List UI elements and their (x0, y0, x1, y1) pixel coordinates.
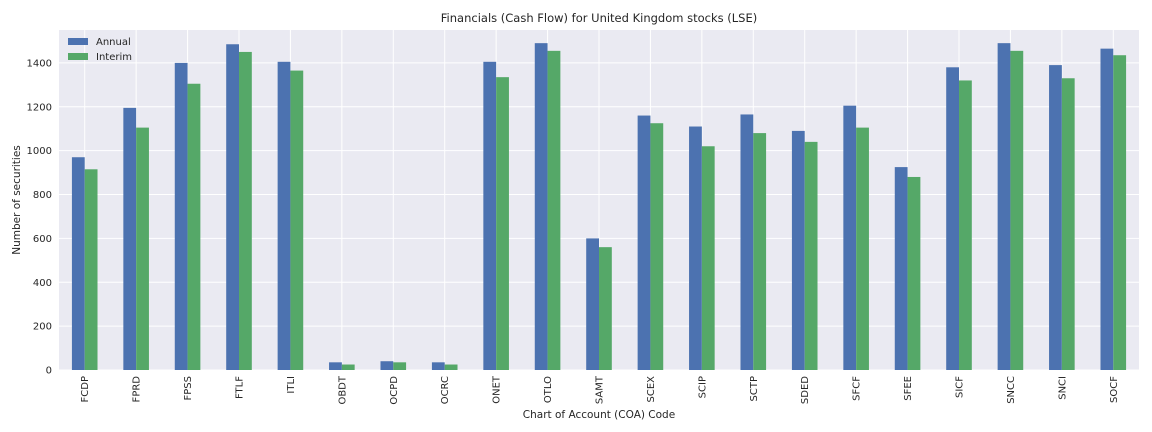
x-tick-label: ONET (492, 375, 503, 404)
bar-interim-sded (804, 141, 818, 370)
y-tick-label: 1400 (27, 58, 52, 69)
bar-interim-fpss (187, 83, 201, 370)
bar-annual-socf (1100, 48, 1114, 370)
x-tick-label: ITLI (286, 376, 297, 394)
legend-swatch-interim (68, 53, 88, 60)
bar-interim-ftlf (239, 51, 252, 370)
x-tick-label: FTLF (235, 376, 246, 399)
x-tick-label: SCIP (697, 376, 708, 398)
bar-annual-scip (689, 126, 702, 370)
bar-annual-otlo (534, 43, 548, 371)
x-tick-label: OCRC (440, 376, 451, 404)
bar-interim-sncc (1010, 50, 1024, 370)
bar-interim-sfcf (856, 127, 869, 370)
bar-interim-ocrc (444, 364, 458, 370)
x-tick-label: FCDP (80, 376, 91, 402)
bar-annual-obdt (329, 362, 342, 370)
bar-interim-socf (1113, 55, 1127, 371)
x-tick-label: OCPD (389, 376, 400, 405)
bar-annual-fprd (123, 107, 137, 370)
bar-annual-ocrc (431, 362, 445, 370)
x-tick-label: OBDT (337, 375, 348, 404)
bar-interim-sicf (959, 80, 972, 371)
bar-annual-fpss (174, 62, 188, 370)
bar-interim-onet (496, 77, 509, 371)
bar-annual-sctp (740, 114, 754, 370)
x-tick-label: SOCF (1109, 376, 1120, 403)
x-tick-label: SFEE (903, 376, 914, 401)
y-tick-label: 1200 (27, 102, 52, 113)
bar-interim-snci (1061, 78, 1075, 371)
y-tick-label: 0 (46, 366, 52, 377)
y-tick-label: 200 (33, 322, 52, 333)
bars (71, 43, 1127, 371)
x-tick-label: OTLO (543, 376, 554, 403)
bar-interim-samt (599, 247, 612, 370)
bar-annual-sncc (997, 43, 1011, 371)
bar-interim-obdt (341, 364, 355, 370)
bar-annual-sfcf (843, 105, 857, 370)
y-tick-label: 600 (33, 234, 52, 245)
y-tick-label: 800 (33, 190, 52, 201)
x-tick-label: SNCC (1006, 376, 1017, 404)
bar-interim-sfee (907, 176, 921, 370)
x-tick-label: SDED (800, 376, 811, 404)
bar-annual-sicf (946, 67, 959, 371)
x-tick-label: SCEX (646, 376, 657, 403)
x-tick-label: FPRD (132, 376, 143, 403)
bar-annual-scex (637, 115, 651, 370)
bar-annual-fcdp (71, 157, 85, 370)
bar-annual-samt (586, 238, 599, 370)
bar-interim-sctp (753, 133, 767, 370)
x-tick-label: SCTP (749, 376, 760, 401)
bar-interim-fprd (136, 127, 149, 370)
x-axis-label: Chart of Account (COA) Code (523, 409, 675, 421)
bar-annual-sded (791, 130, 805, 370)
bar-annual-ocpd (380, 361, 394, 370)
legend-label-interim: Interim (96, 52, 132, 63)
legend: Annual Interim (68, 37, 132, 63)
bar-interim-scex (650, 123, 664, 371)
legend-swatch-annual (68, 38, 88, 45)
bar-interim-itli (290, 70, 304, 371)
bar-annual-snci (1049, 65, 1062, 370)
y-tick-label: 400 (33, 278, 52, 289)
x-tick-label: SAMT (595, 375, 606, 404)
x-axis-ticks: FCDP FPRD FPSS FTLF ITLI OBDT OCPD OCRC ONET OTLO… (80, 375, 1120, 404)
x-tick-label: SNCI (1057, 376, 1068, 400)
x-tick-label: SFCF (852, 376, 863, 401)
y-tick-label: 1000 (27, 146, 52, 157)
bar-interim-scip (701, 146, 715, 370)
bar-annual-itli (277, 61, 291, 370)
y-axis-label: Number of securities (11, 145, 23, 255)
bar-annual-sfee (894, 167, 908, 370)
x-tick-label: SICF (955, 376, 966, 398)
bar-interim-ocpd (393, 362, 407, 370)
bar-interim-otlo (547, 50, 561, 370)
bar-annual-ftlf (226, 44, 239, 371)
legend-label-annual: Annual (96, 37, 131, 48)
bar-annual-onet (483, 61, 497, 370)
chart-title: Financials (Cash Flow) for United Kingdo… (441, 11, 757, 25)
x-tick-label: FPSS (183, 376, 194, 400)
bar-interim-fcdp (84, 169, 98, 370)
y-axis-ticks: 0 200 400 600 800 1000 1200 1400 (27, 58, 52, 376)
